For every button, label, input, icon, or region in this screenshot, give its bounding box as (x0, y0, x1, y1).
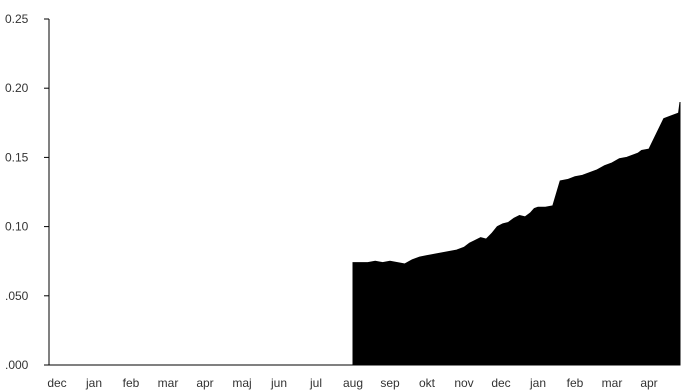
x-axis-ticks: dec jan feb mar apr maj jun jul aug sep okt nov dec j… (47, 376, 657, 390)
x-tick-label: jul (309, 376, 322, 390)
x-tick-label: apr (640, 376, 657, 390)
y-tick-label: .000 (5, 358, 29, 372)
y-tick-label: 0.10 (5, 220, 29, 234)
x-tick-label: dec (47, 376, 66, 390)
y-tick-label: .050 (5, 289, 29, 303)
y-tick-label: 0.20 (5, 81, 29, 95)
y-tick-label: 0.25 (5, 12, 29, 26)
x-tick-label: dec (491, 376, 510, 390)
x-tick-label: sep (380, 376, 400, 390)
x-tick-label: jan (85, 376, 102, 390)
x-tick-label: aug (343, 376, 363, 390)
x-tick-label: maj (232, 376, 251, 390)
y-tick-label: 0.15 (5, 150, 29, 164)
x-tick-label: okt (419, 376, 436, 390)
y-axis-ticks: .000 .050 0.10 0.15 0.20 0.25 (5, 12, 49, 372)
x-tick-label: feb (123, 376, 140, 390)
x-tick-label: mar (602, 376, 623, 390)
x-tick-label: jan (529, 376, 546, 390)
x-tick-label: jun (270, 376, 287, 390)
series-layer (352, 101, 681, 366)
x-tick-label: mar (158, 376, 179, 390)
x-tick-label: feb (567, 376, 584, 390)
x-tick-label: nov (454, 376, 473, 390)
series-area (352, 101, 681, 366)
x-tick-label: apr (196, 376, 213, 390)
